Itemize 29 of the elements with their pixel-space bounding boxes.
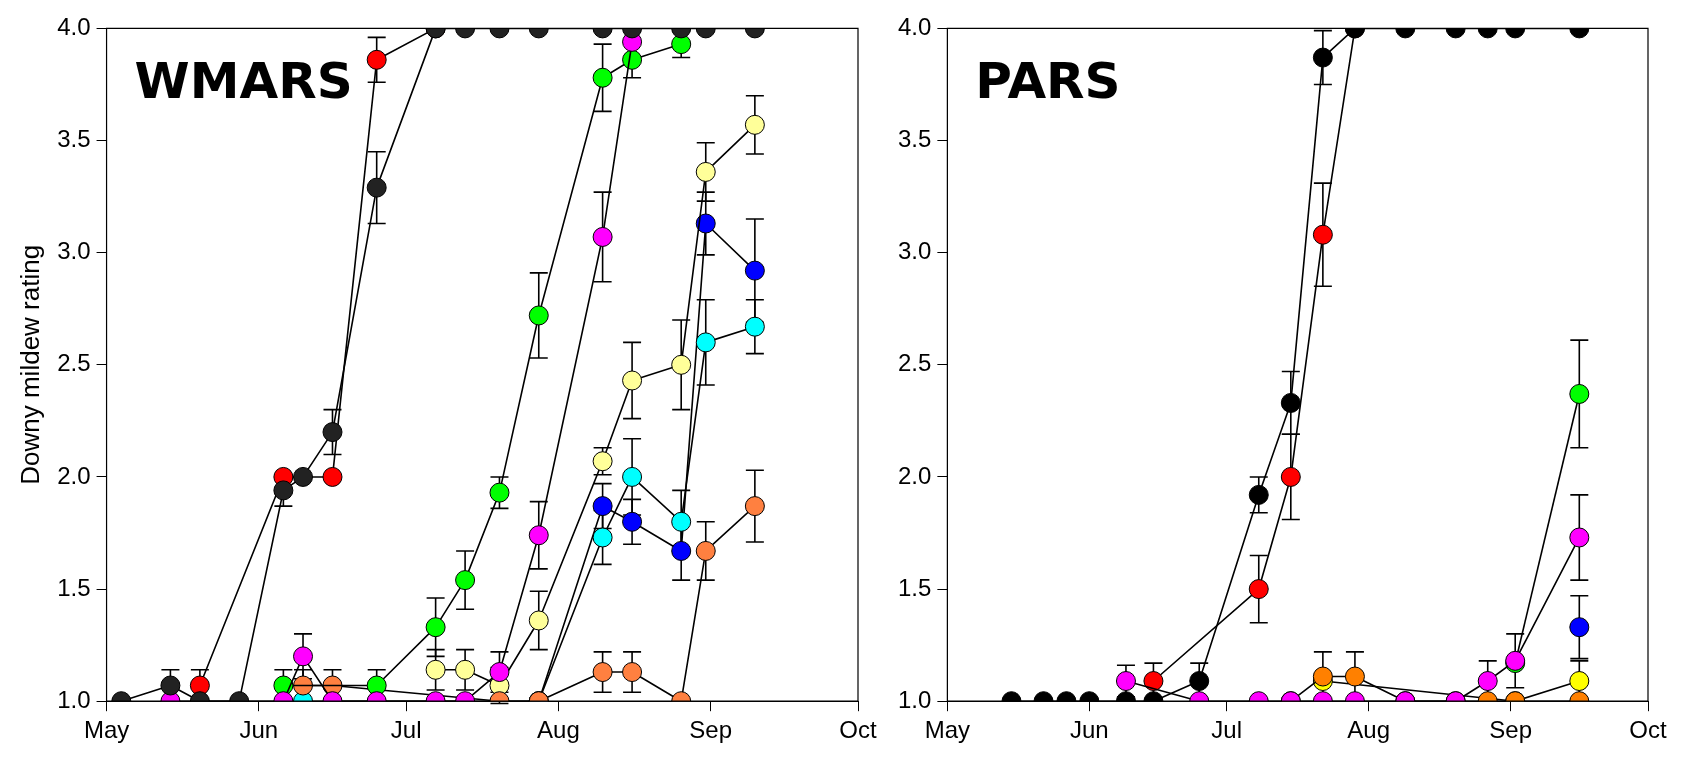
x-tick-label: Sep xyxy=(1489,716,1532,744)
x-tick-label: Jun xyxy=(1069,716,1109,744)
text: WMARS xyxy=(134,52,353,111)
x-tick-label: Jun xyxy=(239,716,279,744)
y-tick-label: 2.0 xyxy=(897,461,932,489)
y-tick-label: 4.0 xyxy=(897,13,932,41)
x-tick-label: Oct xyxy=(839,716,877,744)
y-tick-label: 3.0 xyxy=(57,237,91,265)
y-tick-label: 3.5 xyxy=(897,125,932,153)
x-tick-label: Jul xyxy=(1211,716,1243,744)
text: PARS xyxy=(975,52,1121,111)
x-tick-label: Sep xyxy=(689,716,733,744)
x-tick-label: Jul xyxy=(390,716,422,744)
y-tick-label: 2.5 xyxy=(57,349,91,377)
y-axis-title: Downy mildew rating xyxy=(14,244,45,485)
x-tick-label: May xyxy=(83,716,130,744)
x-tick-label: Aug xyxy=(1347,716,1391,744)
y-tick-label: 4.0 xyxy=(57,13,91,41)
y-tick-label: 1.0 xyxy=(57,685,91,713)
y-tick-label: 1.0 xyxy=(897,685,932,713)
y-tick-label: 3.0 xyxy=(897,237,932,265)
y-tick-label: 1.5 xyxy=(897,573,932,601)
y-tick-label: 3.5 xyxy=(57,125,91,153)
y-tick-label: 2.5 xyxy=(897,349,932,377)
x-tick-label: Oct xyxy=(1629,716,1667,744)
x-tick-label: May xyxy=(924,716,971,744)
y-tick-label: 1.5 xyxy=(57,573,91,601)
y-tick-label: 2.0 xyxy=(57,461,91,489)
x-tick-label: Aug xyxy=(537,716,580,744)
